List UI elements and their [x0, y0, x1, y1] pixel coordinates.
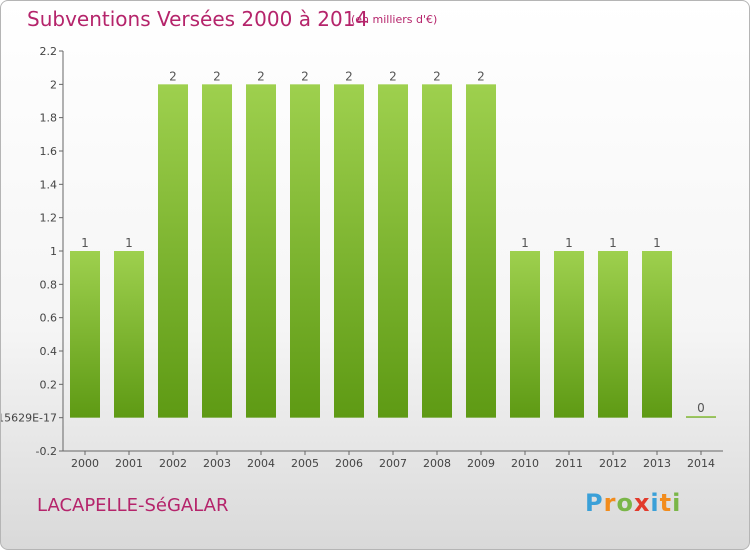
logo-letter: r	[603, 489, 617, 517]
logo-letter: x	[633, 489, 651, 517]
x-tick-label: 2001	[115, 457, 143, 470]
bar	[246, 84, 276, 418]
chart-subtitle: (en milliers d'€)	[351, 13, 438, 26]
x-tick-label: 2010	[511, 457, 539, 470]
x-tick-label: 2005	[291, 457, 319, 470]
x-tick-label: 2007	[379, 457, 407, 470]
bar-value-label: 1	[81, 236, 89, 250]
bar	[202, 84, 232, 418]
bar	[114, 251, 144, 418]
y-tick-label: 2	[50, 78, 57, 91]
y-tick-label: 1	[50, 245, 57, 258]
y-tick-label: 2.2	[40, 45, 58, 58]
x-tick-label: 2004	[247, 457, 275, 470]
bar	[642, 251, 672, 418]
y-tick-label: -0.2	[36, 445, 57, 458]
bar-value-label: 1	[521, 236, 529, 250]
bar	[334, 84, 364, 418]
bar	[466, 84, 496, 418]
bar	[422, 84, 452, 418]
bar-value-label: 0	[697, 401, 705, 415]
bar	[554, 251, 584, 418]
bar	[686, 416, 716, 418]
x-tick-label: 2000	[71, 457, 99, 470]
logo-letter: i	[650, 489, 660, 517]
y-tick-label: -1.15629E-17	[1, 412, 57, 425]
bar-value-label: 2	[433, 69, 441, 83]
bar-value-label: 2	[477, 69, 485, 83]
x-tick-label: 2011	[555, 457, 583, 470]
x-tick-label: 2006	[335, 457, 363, 470]
logo-letter: t	[659, 489, 673, 517]
y-tick-label: 1.4	[40, 178, 58, 191]
bar	[510, 251, 540, 418]
chart-title: Subventions Versées 2000 à 2014	[27, 7, 369, 31]
bar-value-label: 2	[389, 69, 397, 83]
x-tick-label: 2014	[687, 457, 715, 470]
bar-value-label: 2	[169, 69, 177, 83]
logo-letter: o	[616, 489, 634, 517]
bar-value-label: 1	[653, 236, 661, 250]
bar-value-label: 1	[565, 236, 573, 250]
bar-value-label: 2	[345, 69, 353, 83]
bar-value-label: 2	[213, 69, 221, 83]
bar	[290, 84, 320, 418]
x-tick-label: 2012	[599, 457, 627, 470]
bar-value-label: 1	[609, 236, 617, 250]
bar-value-label: 1	[125, 236, 133, 250]
y-tick-label: 1.8	[40, 112, 58, 125]
bar	[70, 251, 100, 418]
x-tick-label: 2002	[159, 457, 187, 470]
logo-letter: i	[672, 489, 682, 517]
bar	[598, 251, 628, 418]
y-tick-label: 0.8	[40, 278, 58, 291]
proxiti-logo: Proxiti	[585, 489, 681, 517]
x-tick-label: 2009	[467, 457, 495, 470]
place-name: LACAPELLE-SéGALAR	[37, 495, 229, 516]
bar	[158, 84, 188, 418]
y-tick-label: 0.4	[40, 345, 58, 358]
bar-value-label: 2	[301, 69, 309, 83]
bar	[378, 84, 408, 418]
y-tick-label: 1.2	[40, 212, 58, 225]
x-tick-label: 2003	[203, 457, 231, 470]
x-tick-label: 2013	[643, 457, 671, 470]
x-tick-label: 2008	[423, 457, 451, 470]
bar-value-label: 2	[257, 69, 265, 83]
y-tick-label: 0.2	[40, 378, 58, 391]
y-tick-label: 0.6	[40, 312, 58, 325]
logo-letter: P	[585, 489, 604, 517]
y-tick-label: 1.6	[40, 145, 58, 158]
